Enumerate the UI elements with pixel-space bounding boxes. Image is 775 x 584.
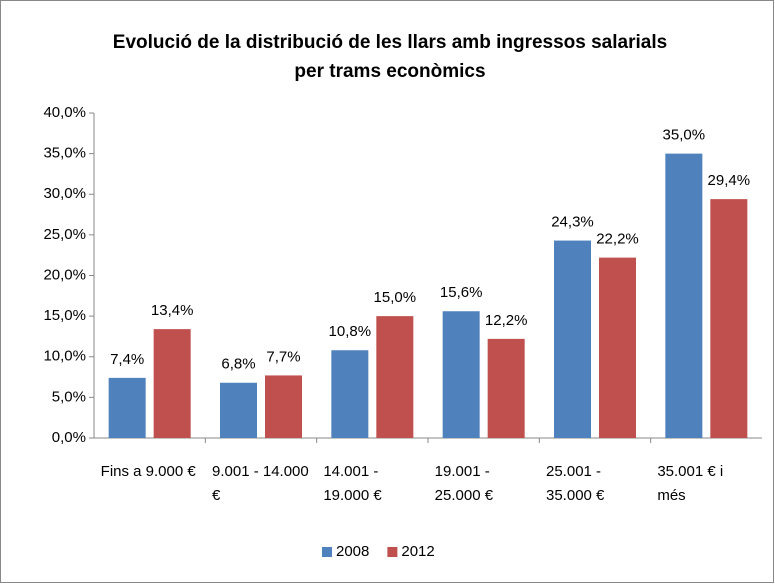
y-tick-label: 30,0% xyxy=(43,185,86,202)
value-label: 22,2% xyxy=(596,231,639,248)
y-tick-label: 20,0% xyxy=(43,266,86,283)
y-tick-label: 40,0% xyxy=(43,104,86,121)
bar xyxy=(487,338,525,438)
value-label: 7,7% xyxy=(266,348,300,365)
value-label: 13,4% xyxy=(151,302,194,319)
value-label: 6,8% xyxy=(221,356,255,373)
x-tick-label: 35.001 € i més xyxy=(657,463,724,504)
bar xyxy=(108,377,146,438)
legend-swatch xyxy=(322,547,332,557)
x-tick-box: Fins a 9.000 € xyxy=(100,463,196,480)
bar xyxy=(599,257,636,438)
bar xyxy=(442,311,480,438)
value-label: 12,2% xyxy=(485,312,528,329)
x-tick-box: 14.001 - 19.000 € xyxy=(323,463,382,504)
x-tick-box: 19.001 - 25.000 € xyxy=(434,463,494,504)
value-label: 10,8% xyxy=(329,323,372,340)
bar xyxy=(554,240,591,438)
bar xyxy=(331,350,369,438)
legend-label: 2008 xyxy=(336,543,369,560)
value-label: 7,4% xyxy=(110,351,144,368)
bar xyxy=(710,199,748,438)
value-label: 15,6% xyxy=(440,284,483,301)
bar xyxy=(665,153,703,438)
legend-label: 2012 xyxy=(401,543,434,560)
x-tick-label: 19.001 - 25.000 € xyxy=(434,463,494,504)
y-tick-label: 15,0% xyxy=(43,307,86,324)
x-tick-box: 9.001 - 14.000 € xyxy=(212,463,309,504)
y-tick-label: 0,0% xyxy=(52,429,86,446)
y-tick-label: 10,0% xyxy=(43,348,86,365)
bar xyxy=(220,382,257,438)
legend-swatch xyxy=(387,547,398,557)
value-label: 15,0% xyxy=(374,289,417,306)
bar xyxy=(265,375,302,438)
bar xyxy=(376,316,414,438)
x-tick-box: 25.001 - 35.000 € xyxy=(546,463,605,504)
x-tick-label: Fins a 9.000 € xyxy=(100,463,196,480)
value-label: 24,3% xyxy=(551,214,594,231)
chart-title: Evolució de la distribució de les llars … xyxy=(112,32,668,82)
value-label: 35,0% xyxy=(663,127,706,144)
y-tick-label: 35,0% xyxy=(43,145,86,162)
x-tick-box: 35.001 € i més xyxy=(657,463,724,504)
bar xyxy=(153,329,191,438)
y-tick-label: 5,0% xyxy=(52,388,86,405)
x-tick-label: 14.001 - 19.000 € xyxy=(323,463,382,504)
value-label: 29,4% xyxy=(708,172,751,189)
y-tick-label: 25,0% xyxy=(43,226,86,243)
title-box: Evolució de la distribució de les llars … xyxy=(112,32,668,82)
x-tick-label: 9.001 - 14.000 € xyxy=(212,463,309,504)
x-tick-label: 25.001 - 35.000 € xyxy=(546,463,605,504)
